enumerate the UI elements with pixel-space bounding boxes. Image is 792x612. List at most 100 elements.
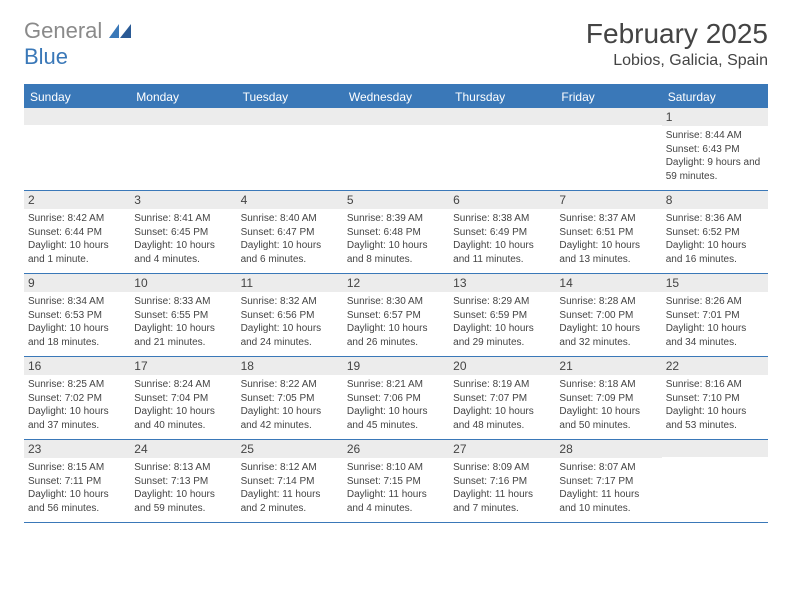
day-info-line: Sunrise: 8:41 AM	[134, 212, 232, 226]
location-text: Lobios, Galicia, Spain	[586, 52, 768, 70]
date-number	[130, 108, 236, 125]
day-info-line: Sunrise: 8:26 AM	[666, 295, 764, 309]
day-info-line: Sunrise: 8:34 AM	[28, 295, 126, 309]
day-info-line: Sunset: 7:13 PM	[134, 475, 232, 489]
day-info-line: Daylight: 10 hours and 50 minutes.	[559, 405, 657, 432]
date-number: 15	[662, 274, 768, 292]
logo: General Blue	[24, 18, 131, 70]
calendar-day-cell: 7Sunrise: 8:37 AMSunset: 6:51 PMDaylight…	[555, 191, 661, 273]
calendar-day-cell: 15Sunrise: 8:26 AMSunset: 7:01 PMDayligh…	[662, 274, 768, 356]
calendar-day-cell: 13Sunrise: 8:29 AMSunset: 6:59 PMDayligh…	[449, 274, 555, 356]
calendar-day-cell: 3Sunrise: 8:41 AMSunset: 6:45 PMDaylight…	[130, 191, 236, 273]
date-number: 8	[662, 191, 768, 209]
day-info-line: Daylight: 10 hours and 4 minutes.	[134, 239, 232, 266]
day-info-line: Sunrise: 8:21 AM	[347, 378, 445, 392]
calendar-day-cell: 12Sunrise: 8:30 AMSunset: 6:57 PMDayligh…	[343, 274, 449, 356]
date-number	[662, 440, 768, 457]
day-info-line: Daylight: 11 hours and 4 minutes.	[347, 488, 445, 515]
day-info-line: Daylight: 10 hours and 21 minutes.	[134, 322, 232, 349]
calendar-day-cell: 23Sunrise: 8:15 AMSunset: 7:11 PMDayligh…	[24, 440, 130, 522]
day-info-line: Daylight: 10 hours and 42 minutes.	[241, 405, 339, 432]
day-info-line: Sunrise: 8:28 AM	[559, 295, 657, 309]
date-number: 23	[24, 440, 130, 458]
day-info-line: Daylight: 10 hours and 13 minutes.	[559, 239, 657, 266]
day-info-line: Sunrise: 8:36 AM	[666, 212, 764, 226]
calendar-day-cell	[555, 108, 661, 190]
calendar-day-cell: 28Sunrise: 8:07 AMSunset: 7:17 PMDayligh…	[555, 440, 661, 522]
date-number	[555, 108, 661, 125]
date-number: 19	[343, 357, 449, 375]
day-info-line: Sunrise: 8:40 AM	[241, 212, 339, 226]
calendar-day-cell: 9 Sunrise: 8:34 AMSunset: 6:53 PMDaylight…	[24, 274, 130, 356]
month-title: February 2025	[586, 18, 768, 50]
calendar-day-cell	[343, 108, 449, 190]
title-block: February 2025 Lobios, Galicia, Spain	[586, 18, 768, 70]
calendar-day-cell: 14Sunrise: 8:28 AMSunset: 7:00 PMDayligh…	[555, 274, 661, 356]
date-number: 13	[449, 274, 555, 292]
day-info-line: Sunrise: 8:44 AM	[666, 129, 764, 143]
day-info-line: Sunset: 7:11 PM	[28, 475, 126, 489]
calendar-day-cell: 26 Sunrise: 8:10 AMSunset: 7:15 PMDayligh…	[343, 440, 449, 522]
calendar-day-cell: 2Sunrise: 8:42 AMSunset: 6:44 PMDaylight…	[24, 191, 130, 273]
calendar-day-cell: 1Sunrise: 8:44 AMSunset: 6:43 PMDaylight…	[662, 108, 768, 190]
calendar-day-cell: 8Sunrise: 8:36 AMSunset: 6:52 PMDaylight…	[662, 191, 768, 273]
calendar-day-cell: 11Sunrise: 8:32 AMSunset: 6:56 PMDayligh…	[237, 274, 343, 356]
date-number: 21	[555, 357, 661, 375]
date-number: 14	[555, 274, 661, 292]
calendar-day-cell: 6Sunrise: 8:38 AMSunset: 6:49 PMDaylight…	[449, 191, 555, 273]
calendar-day-cell: 5Sunrise: 8:39 AMSunset: 6:48 PMDaylight…	[343, 191, 449, 273]
day-info-line: Sunset: 7:02 PM	[28, 392, 126, 406]
day-info-line: Daylight: 11 hours and 2 minutes.	[241, 488, 339, 515]
date-number: 2	[24, 191, 130, 209]
day-info-line: Daylight: 10 hours and 18 minutes.	[28, 322, 126, 349]
date-number	[237, 108, 343, 125]
day-info-line: Sunset: 7:15 PM	[347, 475, 445, 489]
day-info-line: Daylight: 10 hours and 59 minutes.	[134, 488, 232, 515]
day-info-line: Sunrise: 8:12 AM	[241, 461, 339, 475]
calendar-header-cell: Sunday	[24, 86, 130, 108]
day-info-line: Sunrise: 8:09 AM	[453, 461, 551, 475]
calendar-day-cell: 27Sunrise: 8:09 AMSunset: 7:16 PMDayligh…	[449, 440, 555, 522]
day-info-line: Sunrise: 8:16 AM	[666, 378, 764, 392]
calendar-week-row: 23Sunrise: 8:15 AMSunset: 7:11 PMDayligh…	[24, 440, 768, 523]
day-info-line: Sunset: 7:07 PM	[453, 392, 551, 406]
calendar-header-cell: Monday	[130, 86, 236, 108]
day-info-line: Daylight: 10 hours and 11 minutes.	[453, 239, 551, 266]
calendar-header-cell: Tuesday	[237, 86, 343, 108]
day-info-line: Sunset: 6:47 PM	[241, 226, 339, 240]
day-info-line: Sunrise: 8:42 AM	[28, 212, 126, 226]
day-info-line: Sunset: 7:06 PM	[347, 392, 445, 406]
date-number: 11	[237, 274, 343, 292]
calendar-day-cell: 21Sunrise: 8:18 AMSunset: 7:09 PMDayligh…	[555, 357, 661, 439]
calendar-day-cell	[449, 108, 555, 190]
logo-text: General Blue	[24, 18, 131, 70]
day-info-line: Sunrise: 8:25 AM	[28, 378, 126, 392]
calendar-day-cell	[130, 108, 236, 190]
day-info-line: Sunset: 6:53 PM	[28, 309, 126, 323]
day-info-line: Sunset: 7:16 PM	[453, 475, 551, 489]
calendar-day-cell: 17Sunrise: 8:24 AMSunset: 7:04 PMDayligh…	[130, 357, 236, 439]
top-bar: General Blue February 2025 Lobios, Galic…	[24, 18, 768, 70]
day-info-line: Sunset: 6:48 PM	[347, 226, 445, 240]
day-info-line: Daylight: 10 hours and 6 minutes.	[241, 239, 339, 266]
calendar-header-row: SundayMondayTuesdayWednesdayThursdayFrid…	[24, 86, 768, 108]
day-info-line: Daylight: 10 hours and 37 minutes.	[28, 405, 126, 432]
calendar-day-cell	[662, 440, 768, 522]
date-number: 9	[24, 274, 130, 292]
date-number: 5	[343, 191, 449, 209]
day-info-line: Sunrise: 8:37 AM	[559, 212, 657, 226]
calendar-day-cell	[24, 108, 130, 190]
day-info-line: Sunrise: 8:18 AM	[559, 378, 657, 392]
calendar-week-row: 2Sunrise: 8:42 AMSunset: 6:44 PMDaylight…	[24, 191, 768, 274]
date-number	[24, 108, 130, 125]
day-info-line: Sunset: 6:49 PM	[453, 226, 551, 240]
day-info-line: Sunrise: 8:10 AM	[347, 461, 445, 475]
day-info-line: Sunset: 7:17 PM	[559, 475, 657, 489]
calendar-week-row: 16Sunrise: 8:25 AMSunset: 7:02 PMDayligh…	[24, 357, 768, 440]
day-info-line: Sunrise: 8:24 AM	[134, 378, 232, 392]
date-number: 27	[449, 440, 555, 458]
calendar-header-cell: Friday	[555, 86, 661, 108]
date-number	[343, 108, 449, 125]
date-number: 18	[237, 357, 343, 375]
date-number: 26	[343, 440, 449, 458]
